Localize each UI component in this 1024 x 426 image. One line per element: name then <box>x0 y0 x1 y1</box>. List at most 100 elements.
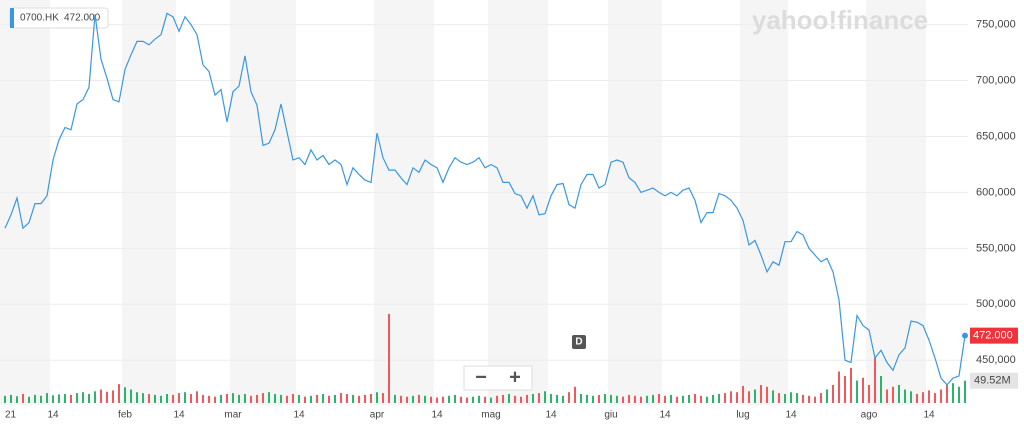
zoom-in[interactable]: + <box>509 366 521 388</box>
volume-bar <box>616 395 618 403</box>
volume-bar <box>826 389 828 403</box>
volume-bar <box>832 385 834 403</box>
volume-bar <box>490 397 492 403</box>
volume-bar <box>910 391 912 403</box>
volume-bar <box>328 395 330 403</box>
x-tick-label: 14 <box>785 410 797 421</box>
volume-bar <box>712 394 714 403</box>
volume-bar <box>694 394 696 403</box>
volume-bar <box>856 380 858 403</box>
volume-bar <box>232 393 234 403</box>
volume-bar <box>34 394 36 403</box>
volume-bar <box>334 394 336 403</box>
volume-bar <box>652 394 654 403</box>
volume-bar <box>268 392 270 403</box>
volume-bar <box>922 392 924 403</box>
volume-bar <box>460 396 462 403</box>
volume-bar <box>88 394 90 403</box>
x-tick-label: 21 <box>5 410 17 421</box>
volume-bar <box>256 394 258 403</box>
volume-bar <box>952 383 954 403</box>
volume-bar <box>58 394 60 403</box>
price-tag <box>970 327 1018 344</box>
x-tick-label: 14 <box>923 410 935 421</box>
volume-bar <box>214 396 216 403</box>
volume-bar <box>934 393 936 403</box>
volume-bar <box>76 393 78 403</box>
volume-bar <box>640 396 642 403</box>
volume-bar <box>898 385 900 403</box>
band <box>866 0 926 405</box>
volume-bar <box>184 392 186 403</box>
band <box>122 0 176 405</box>
volume-bar <box>838 371 840 403</box>
y-tick-label: 450,000 <box>976 354 1016 366</box>
volume-bar <box>64 394 66 403</box>
volume-bar <box>940 389 942 403</box>
volume-bar <box>70 394 72 403</box>
x-tick-label: mar <box>224 410 242 421</box>
band <box>740 0 788 405</box>
volume-bar <box>580 394 582 403</box>
volume-bar <box>52 395 54 403</box>
volume-bar <box>298 394 300 403</box>
volume-bar <box>892 386 894 403</box>
y-tick-label: 700,000 <box>976 74 1016 86</box>
volume-bar <box>412 395 414 403</box>
price-tag-label: 472.000 <box>973 330 1013 342</box>
volume-bar <box>118 384 120 403</box>
band <box>608 0 662 405</box>
volume-bar <box>370 394 372 403</box>
volume-bar <box>688 394 690 403</box>
volume-bar <box>568 392 570 403</box>
volume-bar <box>22 394 24 403</box>
volume-bar <box>574 386 576 403</box>
volume <box>4 313 966 403</box>
interval-button[interactable] <box>572 335 586 349</box>
x-tick-label: ago <box>861 410 878 421</box>
volume-bar <box>472 396 474 403</box>
volume-bar <box>790 392 792 403</box>
volume-bar <box>802 394 804 403</box>
volume-bar <box>964 380 966 403</box>
volume-bar <box>496 395 498 403</box>
volume-bar <box>178 393 180 403</box>
volume-bar <box>526 394 528 403</box>
volume-bar <box>292 394 294 403</box>
volume-bar <box>592 395 594 403</box>
grid <box>0 24 968 361</box>
volume-bar <box>226 394 228 403</box>
band <box>488 0 548 405</box>
volume-bar <box>448 395 450 403</box>
volume-bar <box>136 392 138 403</box>
volume-bar <box>172 394 174 403</box>
volume-bar <box>730 391 732 403</box>
volume-bar <box>958 386 960 403</box>
volume-bar <box>634 395 636 403</box>
volume-bar <box>424 395 426 403</box>
volume-bar <box>130 389 132 403</box>
volume-bar <box>142 393 144 403</box>
x-tick-label: 14 <box>545 410 557 421</box>
x-tick-label: feb <box>118 410 132 421</box>
volume-bar <box>646 395 648 403</box>
zoom-out[interactable]: − <box>475 366 487 388</box>
volume-bar <box>10 394 12 403</box>
volume-bar <box>916 394 918 403</box>
x-tick-label: 14 <box>173 410 185 421</box>
volume-bar <box>778 393 780 403</box>
volume-bar <box>502 394 504 403</box>
volume-bar <box>598 394 600 403</box>
volume-bar <box>304 396 306 403</box>
x-tick-label: 14 <box>659 410 671 421</box>
volume-bar <box>670 394 672 403</box>
volume-bar <box>760 385 762 403</box>
volume-bar <box>478 395 480 403</box>
volume-bar <box>316 394 318 403</box>
volume-bar <box>664 395 666 403</box>
band <box>374 0 434 405</box>
zoom-box <box>463 365 533 391</box>
volume-bar <box>94 391 96 403</box>
last-point <box>962 332 968 339</box>
volume-bar <box>682 395 684 403</box>
